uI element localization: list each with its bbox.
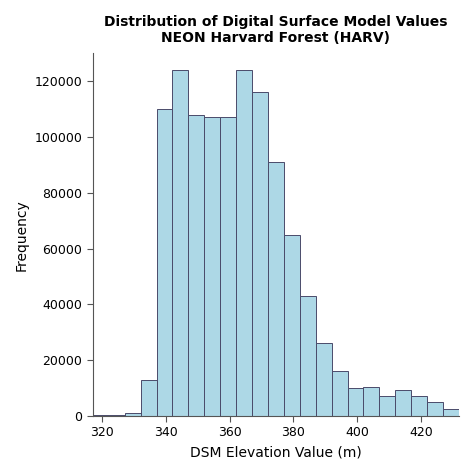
Bar [347,388,364,416]
Bar [252,92,268,416]
Title: Distribution of Digital Surface Model Values
NEON Harvard Forest (HARV): Distribution of Digital Surface Model Va… [104,15,447,45]
Bar [379,396,395,416]
Bar [316,344,332,416]
Bar [427,402,443,416]
Y-axis label: Frequency: Frequency [15,199,29,271]
Bar [220,118,236,416]
Bar [141,380,156,416]
X-axis label: DSM Elevation Value (m): DSM Elevation Value (m) [190,445,362,459]
Bar [188,115,204,416]
Bar [109,415,125,416]
Bar [173,70,188,416]
Bar [300,296,316,416]
Bar [364,387,379,416]
Bar [204,118,220,416]
Bar [268,162,284,416]
Bar [411,396,427,416]
Bar [332,372,347,416]
Bar [443,409,459,416]
Bar [125,413,141,416]
Bar [395,390,411,416]
Bar [284,235,300,416]
Bar [156,109,173,416]
Bar [236,70,252,416]
